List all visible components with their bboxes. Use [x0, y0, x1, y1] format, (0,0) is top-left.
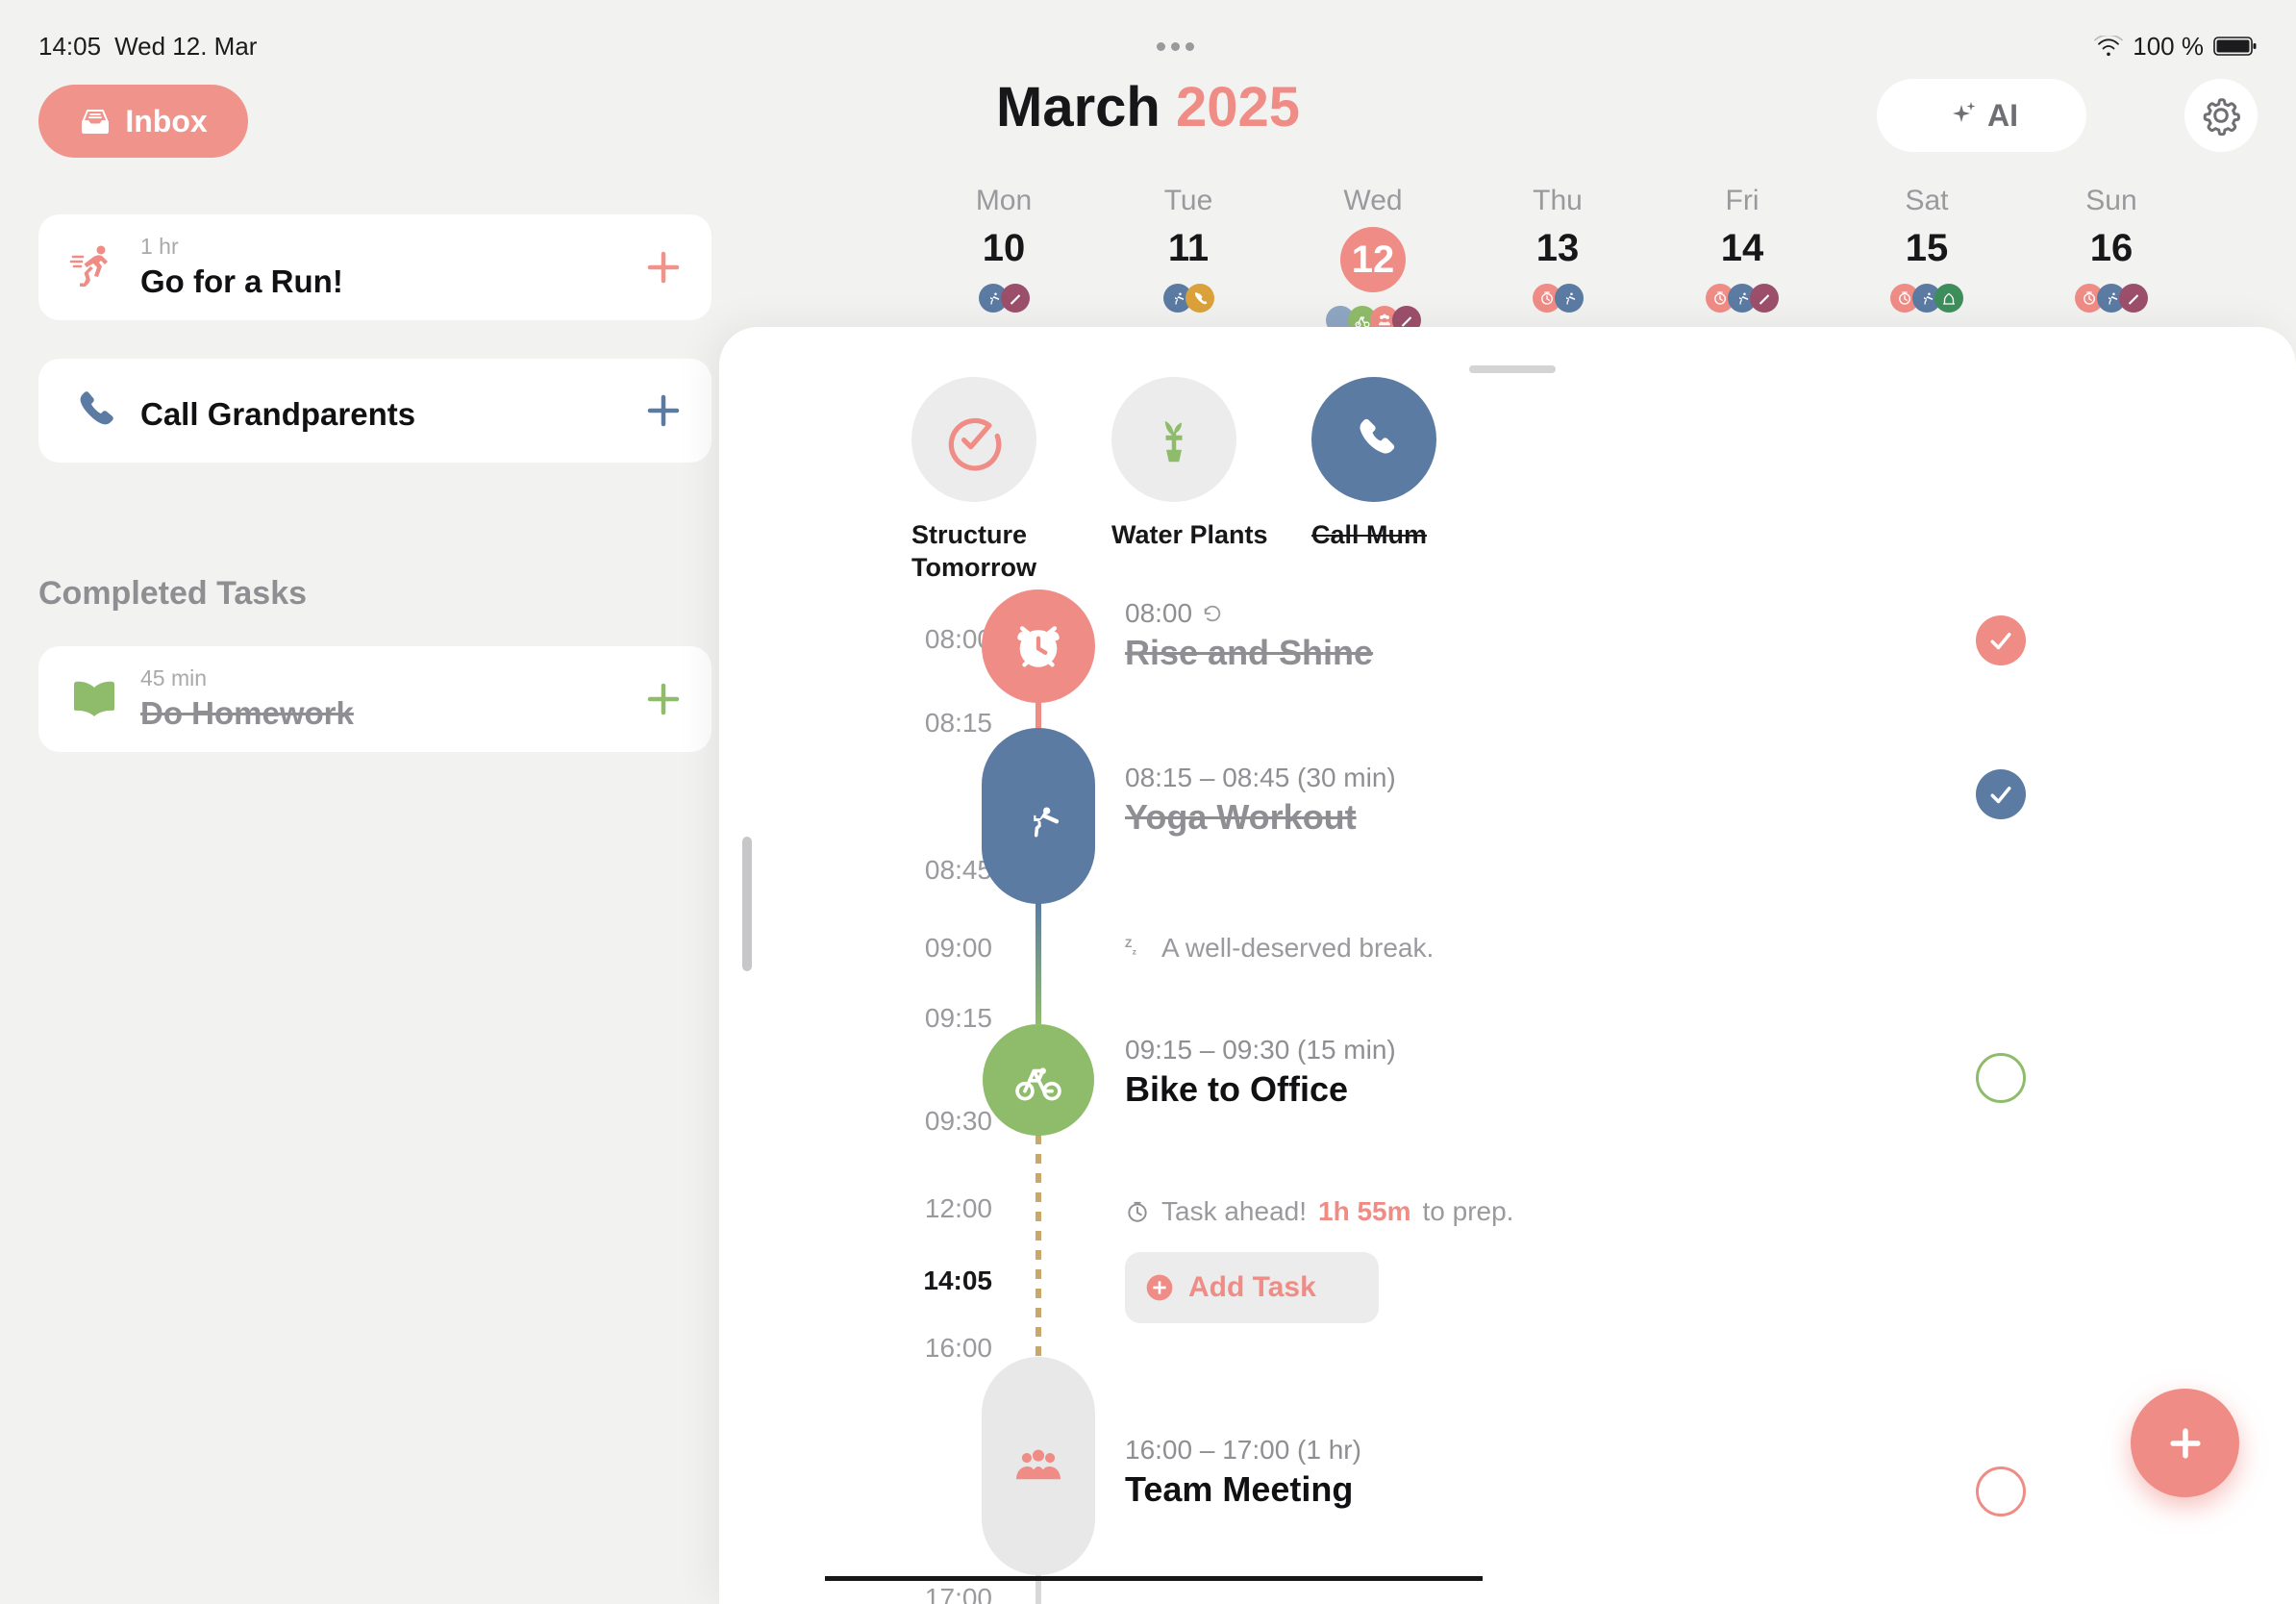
svg-text:z: z	[1133, 947, 1137, 957]
svg-text:Z: Z	[1125, 937, 1132, 950]
